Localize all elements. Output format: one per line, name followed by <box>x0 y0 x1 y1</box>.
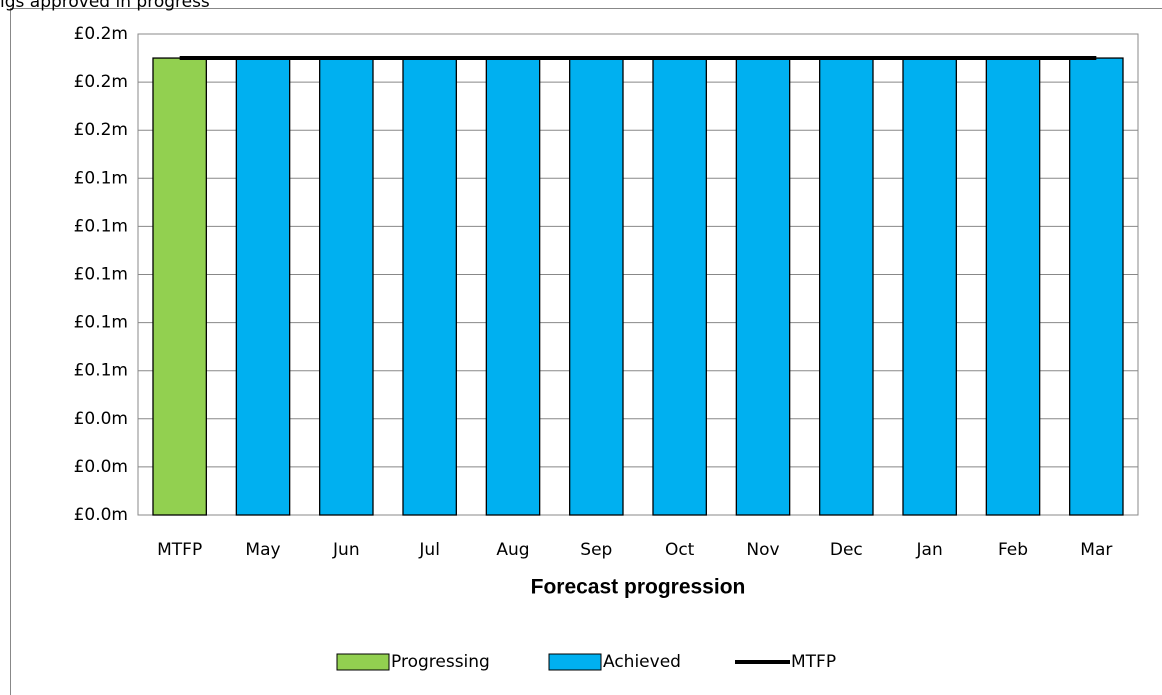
bar <box>735 57 791 516</box>
legend-swatch <box>336 653 390 671</box>
y-tick-label: £0.0m <box>74 457 128 477</box>
x-tick-label: Jul <box>418 540 440 560</box>
y-tick-label: £0.1m <box>74 361 128 381</box>
legend-label: Achieved <box>603 652 681 672</box>
x-tick-label: Dec <box>830 540 863 560</box>
y-tick-label: £0.1m <box>74 216 128 236</box>
bar <box>152 57 207 516</box>
y-tick-label: £0.1m <box>74 168 128 188</box>
x-tick-label: Aug <box>496 540 529 560</box>
bar <box>319 57 374 516</box>
plot-frame <box>137 33 1139 516</box>
y-tick-label: £0.1m <box>74 265 128 285</box>
x-tick-label: Jun <box>332 540 360 560</box>
x-tick-label: MTFP <box>157 540 202 560</box>
x-tick-label: Nov <box>746 540 779 560</box>
bar <box>569 57 624 516</box>
x-tick-label: Oct <box>665 540 695 560</box>
x-tick-label: Jan <box>916 540 943 560</box>
x-tick-label: Mar <box>1080 540 1112 560</box>
y-tick-label: £0.2m <box>74 24 128 44</box>
x-axis-title: Forecast progression <box>531 576 746 599</box>
bar <box>235 57 291 516</box>
bar <box>985 57 1041 516</box>
x-tick-label: Feb <box>998 540 1028 560</box>
bar <box>485 57 541 516</box>
legend-label: MTFP <box>791 652 836 672</box>
y-tick-label: £0.1m <box>74 313 128 333</box>
bar <box>402 57 457 516</box>
y-tick-label: £0.0m <box>74 409 128 429</box>
y-tick-label: £0.0m <box>74 505 128 525</box>
bar <box>819 57 874 516</box>
x-tick-label: Sep <box>580 540 612 560</box>
x-tick-label: May <box>245 540 280 560</box>
y-tick-label: £0.2m <box>74 120 128 140</box>
legend-swatch <box>548 653 602 671</box>
legend-label: Progressing <box>391 652 490 672</box>
bar <box>1069 57 1124 516</box>
y-tick-label: £0.2m <box>74 72 128 92</box>
bar <box>902 57 957 516</box>
bar <box>652 57 707 516</box>
chart-title: igs approved in progress <box>0 0 210 12</box>
